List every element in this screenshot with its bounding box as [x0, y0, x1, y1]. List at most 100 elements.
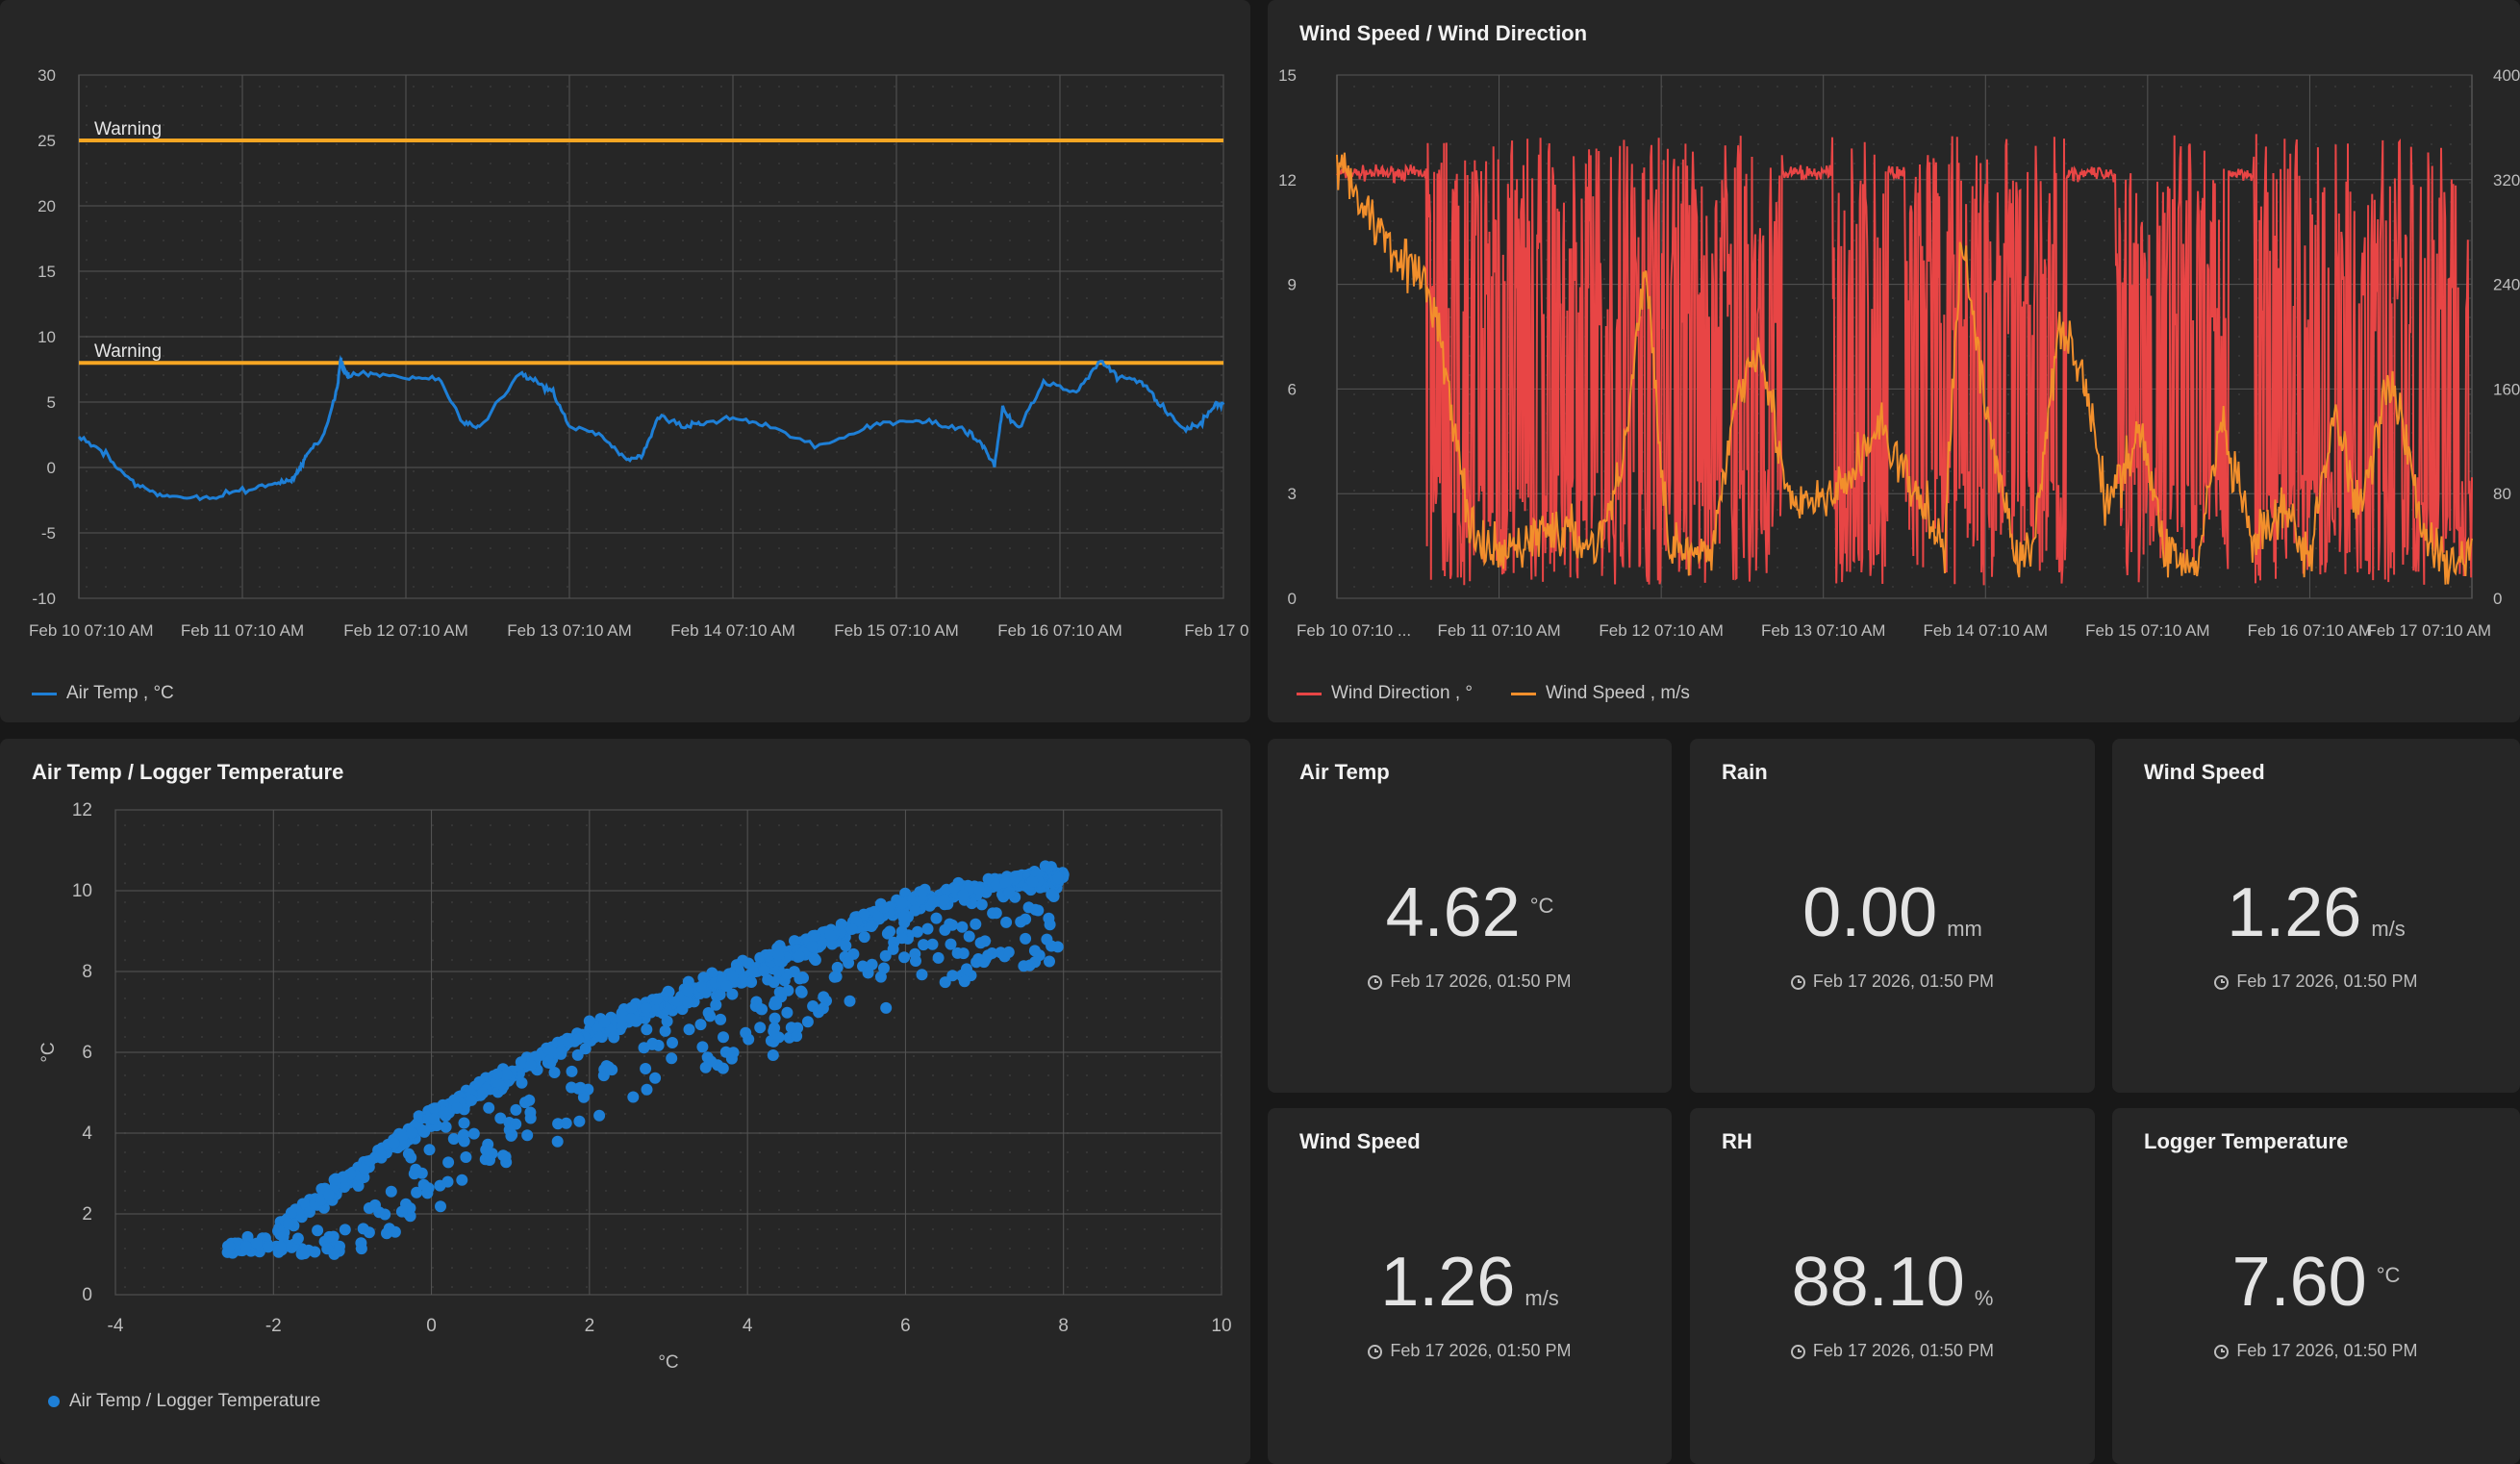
scatter-panel: Air Temp / Logger Temperature 12 10 8 6 4 2 0-… — [0, 739, 1250, 1464]
card-number: 1.26 — [1380, 1244, 1516, 1321]
scatter-point — [1044, 955, 1055, 968]
y-tick-label: 8 — [82, 962, 92, 982]
scatter-point — [421, 1187, 434, 1199]
scatter-point — [758, 965, 770, 977]
scatter-point — [381, 1227, 392, 1240]
scatter-point — [571, 1048, 584, 1061]
x-axis-label: °C — [658, 1352, 678, 1373]
scatter-point — [791, 1030, 803, 1043]
scatter-point — [521, 1129, 534, 1142]
card-rain[interactable]: Rain 0.00 mm Feb 17 2026, 01:50 PM — [1690, 739, 2095, 1093]
scatter-point — [696, 1041, 709, 1053]
scatter-point — [577, 1091, 590, 1103]
scatter-point — [898, 951, 911, 964]
air-temp-legend[interactable]: Air Temp , °C — [32, 683, 174, 704]
scatter-point — [754, 1022, 767, 1034]
wind-panel-title: Wind Speed / Wind Direction — [1299, 21, 1588, 45]
scatter-point — [323, 1189, 335, 1201]
scatter-point — [649, 1072, 662, 1084]
scatter-point — [456, 1174, 468, 1186]
x-tick-label: Feb 14 07:10 AM — [670, 621, 794, 640]
scatter-point — [608, 1031, 620, 1044]
scatter-point — [982, 872, 995, 885]
y-left-tick-label: 3 — [1288, 485, 1297, 503]
scatter-point — [579, 1043, 592, 1055]
scatter-point — [418, 1125, 431, 1138]
scatter-point — [878, 901, 890, 914]
scatter-point — [516, 1076, 528, 1089]
scatter-point — [548, 1067, 561, 1078]
y-tick-label: 15 — [38, 263, 56, 281]
scatter-point — [826, 938, 839, 950]
scatter-point — [423, 1144, 436, 1156]
scatter-point — [745, 976, 758, 988]
card-wind-speed-2[interactable]: Wind Speed 1.26 m/s Feb 17 2026, 01:50 PM — [1268, 1108, 1672, 1464]
scatter-point — [466, 1094, 478, 1106]
scatter-panel-title: Air Temp / Logger Temperature — [32, 760, 344, 784]
scatter-point — [806, 941, 819, 953]
scatter-point — [910, 955, 921, 967]
scatter-point — [223, 1241, 236, 1253]
scatter-point — [1032, 904, 1045, 917]
scatter-point — [440, 1121, 452, 1133]
scatter-point — [939, 923, 951, 936]
legend-scatter[interactable]: Air Temp / Logger Temperature — [48, 1391, 320, 1412]
scatter-point — [880, 1001, 893, 1014]
air-temp-chart[interactable]: 30 25 20 15 10 5 0 -5 -10 Feb 10 07:10 AM Feb 11 0… — [0, 0, 1250, 664]
card-time-text: Feb 17 2026, 01:50 PM — [2236, 972, 2418, 991]
scatter-point — [329, 1174, 341, 1186]
legend-air-temp-label: Air Temp , °C — [66, 683, 174, 703]
y-right-tick-label: 0 — [2493, 590, 2502, 608]
scatter-point — [808, 952, 820, 965]
scatter-point — [321, 1243, 334, 1255]
scatter-point — [720, 980, 733, 993]
x-tick-label: Feb 10 07:10 AM — [29, 621, 153, 640]
scatter-point — [1052, 872, 1064, 885]
scatter-point — [831, 961, 844, 973]
legend-wind-speed[interactable]: Wind Speed , m/s — [1510, 683, 1690, 704]
scatter-point — [916, 969, 928, 981]
scatter-point — [982, 949, 995, 962]
card-rh[interactable]: RH 88.10% Feb 17 2026, 01:50 PM — [1690, 1108, 2095, 1464]
card-time-text: Feb 17 2026, 01:50 PM — [1390, 1341, 1572, 1360]
scatter-point — [563, 1036, 575, 1048]
scatter-point — [801, 1016, 814, 1028]
legend-wind-direction[interactable]: Wind Direction , ° — [1297, 683, 1473, 704]
x-tick-label: Feb 11 07:10 AM — [181, 621, 304, 640]
scatter-point — [659, 1024, 671, 1037]
legend-line-icon — [1297, 692, 1322, 695]
y-right-tick-label: 320 — [2493, 171, 2520, 189]
scatter-point — [646, 1038, 658, 1050]
legend-air-temp[interactable]: Air Temp , °C — [32, 683, 174, 704]
scatter-point — [1000, 916, 1013, 928]
scatter-point — [542, 1043, 555, 1055]
scatter-point — [769, 996, 782, 1008]
y-left-tick-label: 9 — [1288, 276, 1297, 294]
scatter-point — [697, 972, 710, 984]
scatter-point — [451, 1102, 463, 1114]
wind-legend[interactable]: Wind Direction , ° Wind Speed , m/s — [1297, 683, 1690, 704]
scatter-point — [510, 1103, 522, 1116]
scatter-point — [309, 1246, 321, 1258]
scatter-legend[interactable]: Air Temp / Logger Temperature — [48, 1391, 320, 1412]
scatter-point — [355, 1243, 367, 1255]
card-air-temp[interactable]: Air Temp 4.62 °C Feb 17 2026, 01:50 PM — [1268, 739, 1672, 1093]
scatter-point — [866, 921, 877, 932]
scatter-point — [285, 1206, 297, 1219]
scatter-point — [921, 922, 934, 935]
card-logger-temperature[interactable]: Logger Temperature 7.60 °C Feb 17 2026, 0… — [2112, 1108, 2520, 1464]
scatter-point — [793, 950, 805, 963]
scatter-point — [835, 918, 847, 930]
scatter-point — [991, 879, 1003, 891]
scatter-point — [411, 1186, 423, 1199]
scatter-point — [918, 939, 930, 951]
air-temp-panel: 30 25 20 15 10 5 0 -5 -10 Feb 10 07:10 AM Feb 11 0… — [0, 0, 1250, 722]
scatter-point — [283, 1218, 294, 1230]
card-wind-speed[interactable]: Wind Speed 1.26 m/s Feb 17 2026, 01:50 PM — [2112, 739, 2520, 1093]
scatter-point — [830, 971, 843, 983]
scatter-point — [339, 1181, 351, 1193]
scatter-chart[interactable]: 12 10 8 6 4 2 0 -4 -2 0 2 4 6 8 10 °C °C — [0, 739, 1250, 1402]
y-tick-label: 2 — [82, 1204, 92, 1224]
scatter-point — [467, 1127, 480, 1140]
